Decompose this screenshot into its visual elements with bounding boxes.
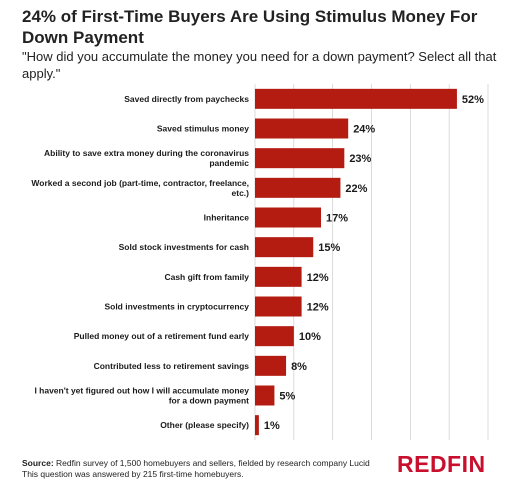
source-label: Source: [22, 458, 54, 468]
category-label-line: for a down payment [169, 396, 249, 406]
bar [255, 326, 294, 347]
category-label-line: I haven't yet figured out how I will acc… [34, 386, 249, 396]
category-label-line: Cash gift from family [164, 272, 249, 282]
bar [255, 207, 322, 228]
category-label: Sold stock investments for cash [119, 242, 249, 252]
bar [255, 415, 259, 436]
bar [255, 148, 345, 169]
category-label-line: Inheritance [204, 213, 250, 223]
category-label: Ability to save extra money during the c… [44, 148, 249, 168]
bar [255, 296, 302, 317]
category-label-line: Worked a second job (part-time, contract… [31, 178, 249, 188]
redfin-logo: REDFIN [397, 451, 486, 477]
category-label-line: Ability to save extra money during the c… [44, 148, 249, 158]
category-label-line: Sold investments in cryptocurrency [104, 302, 249, 312]
data-label: 12% [307, 302, 329, 314]
data-label: 22% [345, 183, 367, 195]
source-text: Redfin survey of 1,500 homebuyers and se… [53, 458, 370, 468]
data-label: 5% [279, 391, 295, 403]
data-label: 24% [353, 124, 375, 136]
data-label: 10% [299, 331, 321, 343]
bar [255, 177, 341, 198]
category-label-line: Pulled money out of a retirement fund ea… [74, 331, 249, 341]
bar [255, 355, 287, 376]
category-label: Contributed less to retirement savings [94, 361, 250, 371]
footer: Source: Redfin survey of 1,500 homebuyer… [22, 458, 382, 480]
category-label: Other (please specify) [160, 420, 249, 430]
data-label: 17% [326, 213, 348, 225]
data-label: 23% [349, 153, 371, 165]
bar [255, 118, 349, 139]
category-label-line: Contributed less to retirement savings [94, 361, 250, 371]
bar [255, 385, 275, 406]
category-label-line: pandemic [209, 158, 249, 168]
category-label: Saved stimulus money [157, 124, 249, 134]
chart-subtitle: "How did you accumulate the money you ne… [22, 49, 497, 81]
chart-title: 24% of First-Time Buyers Are Using Stimu… [22, 7, 478, 47]
category-label: Inheritance [204, 213, 250, 223]
category-label: I haven't yet figured out how I will acc… [34, 386, 249, 406]
category-label: Worked a second job (part-time, contract… [31, 178, 249, 198]
category-label-line: etc.) [232, 188, 250, 198]
footer-note: This question was answered by 215 first-… [22, 469, 244, 479]
category-label-line: Saved stimulus money [157, 124, 249, 134]
data-label: 12% [307, 272, 329, 284]
category-label-line: Sold stock investments for cash [119, 242, 249, 252]
bar [255, 266, 302, 287]
category-label: Sold investments in cryptocurrency [104, 302, 249, 312]
category-label: Pulled money out of a retirement fund ea… [74, 331, 249, 341]
data-label: 15% [318, 242, 340, 254]
bar [255, 237, 314, 258]
data-label: 52% [462, 94, 484, 106]
category-label-line: Saved directly from paychecks [124, 94, 249, 104]
category-label-line: Other (please specify) [160, 420, 249, 430]
data-label: 1% [264, 420, 280, 432]
category-label: Saved directly from paychecks [124, 94, 249, 104]
data-label: 8% [291, 361, 307, 373]
source-line: Source: Redfin survey of 1,500 homebuyer… [22, 458, 382, 469]
bar [255, 88, 457, 109]
category-label: Cash gift from family [164, 272, 249, 282]
